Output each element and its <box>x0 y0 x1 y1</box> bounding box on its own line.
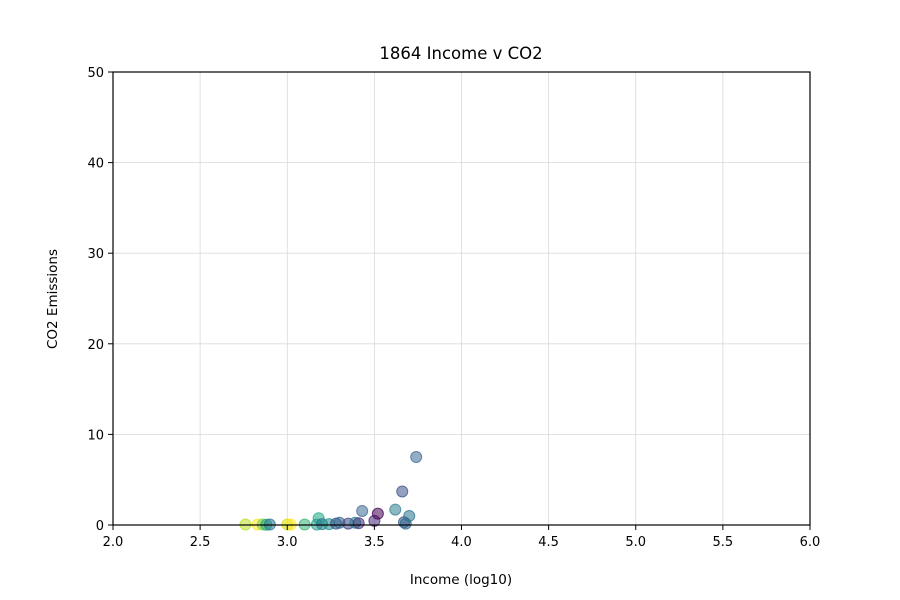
grid-lines <box>112 71 811 526</box>
axis-ticks: 2.0 2.5 3.0 3.5 4.0 4.5 5.0 5.5 6.0 0 10 20 30 40 50 <box>87 66 820 550</box>
scatter-point <box>410 451 423 464</box>
y-tick-label: 0 <box>96 519 104 534</box>
y-axis-label: CO2 Emissions <box>45 249 61 349</box>
x-tick-label: 2.5 <box>190 535 211 550</box>
y-tick-label: 10 <box>87 428 104 443</box>
y-tick-label: 50 <box>87 66 104 81</box>
y-tick-label: 30 <box>87 247 104 262</box>
scatter-point <box>356 504 369 517</box>
scatter-point <box>389 503 402 516</box>
x-tick-label: 4.5 <box>538 535 559 550</box>
scatter-point <box>371 507 384 520</box>
x-axis-label: Income (log10) <box>410 572 512 588</box>
x-tick-label: 4.0 <box>451 535 472 550</box>
x-tick-label: 2.0 <box>103 535 124 550</box>
y-tick-label: 40 <box>87 157 104 172</box>
scatter-point <box>403 509 416 522</box>
x-tick-label: 5.0 <box>625 535 646 550</box>
scatter-point <box>396 485 409 498</box>
x-tick-label: 3.0 <box>277 535 298 550</box>
x-tick-label: 6.0 <box>800 535 821 550</box>
y-tick-label: 20 <box>87 338 104 353</box>
x-tick-label: 3.5 <box>364 535 385 550</box>
x-tick-label: 5.5 <box>713 535 734 550</box>
scatter-point <box>352 517 365 530</box>
chart-title: 1864 Income v CO2 <box>379 44 542 63</box>
